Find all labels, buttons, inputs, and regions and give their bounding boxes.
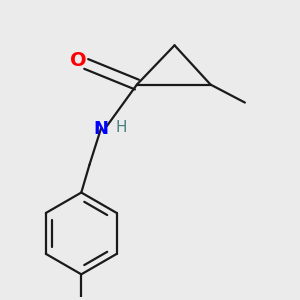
Text: O: O	[70, 50, 86, 70]
Text: N: N	[93, 120, 108, 138]
Text: H: H	[116, 120, 127, 135]
